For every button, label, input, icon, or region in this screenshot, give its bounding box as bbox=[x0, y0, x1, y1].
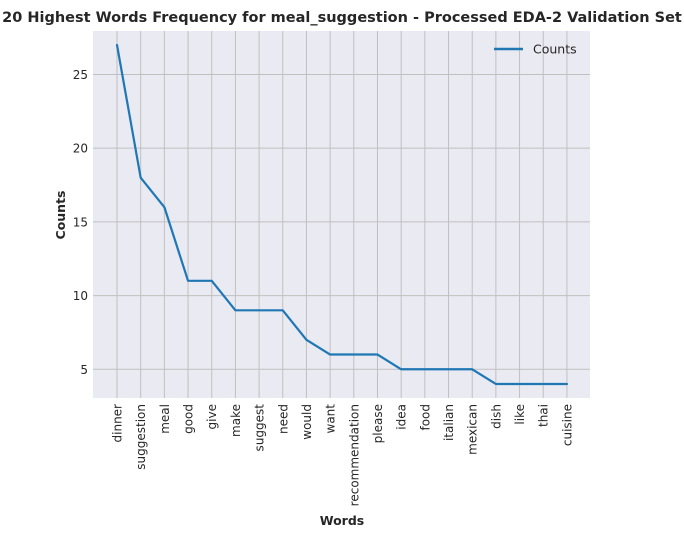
x-tick-label-make: make bbox=[229, 404, 243, 437]
x-tick-label-italian: italian bbox=[442, 404, 456, 441]
x-tick-label-good: good bbox=[182, 404, 196, 434]
series-line-counts bbox=[115, 43, 569, 386]
x-tick-label-want: want bbox=[324, 404, 338, 434]
x-axis-label: Words bbox=[320, 513, 364, 528]
y-gridlines bbox=[93, 73, 590, 370]
x-tick-label-please: please bbox=[371, 404, 385, 443]
y-tick-label: 10 bbox=[73, 289, 88, 303]
y-tick-label: 15 bbox=[73, 215, 88, 229]
x-tick-label-thai: thai bbox=[537, 404, 551, 427]
x-gridlines bbox=[116, 31, 568, 398]
x-tick-label-food: food bbox=[418, 404, 432, 431]
x-tick-label-need: need bbox=[276, 404, 290, 434]
x-tick-label-meal: meal bbox=[158, 404, 172, 434]
x-tick-label-idea: idea bbox=[395, 404, 409, 430]
x-tick-label-give: give bbox=[205, 404, 219, 429]
x-tick-label-dinner: dinner bbox=[111, 404, 125, 443]
x-tick-label-recommendation: recommendation bbox=[347, 404, 361, 506]
x-tick-label-would: would bbox=[300, 404, 314, 440]
y-tick-labels: 5 10 15 20 25 bbox=[73, 68, 88, 377]
plot-area bbox=[93, 31, 590, 398]
x-tick-label-cuisine: cuisine bbox=[560, 404, 574, 446]
x-tick-label-dish: dish bbox=[489, 404, 503, 429]
x-tick-label-suggestion: suggestion bbox=[134, 404, 148, 470]
y-tick-label: 20 bbox=[73, 142, 88, 156]
x-tick-label-suggest: suggest bbox=[253, 404, 267, 452]
x-tick-label-mexican: mexican bbox=[466, 404, 480, 455]
y-axis-label: Counts bbox=[53, 191, 68, 240]
y-tick-label: 25 bbox=[73, 68, 88, 82]
y-tick-label: 5 bbox=[80, 363, 88, 377]
x-tick-labels: dinner suggestion meal good give make suggest n… bbox=[111, 404, 575, 507]
chart-title: 20 Highest Words Frequency for meal_sugg… bbox=[2, 10, 682, 26]
x-tick-label-like: like bbox=[513, 404, 527, 425]
legend: Counts bbox=[494, 42, 577, 57]
legend-label-counts: Counts bbox=[533, 42, 577, 57]
